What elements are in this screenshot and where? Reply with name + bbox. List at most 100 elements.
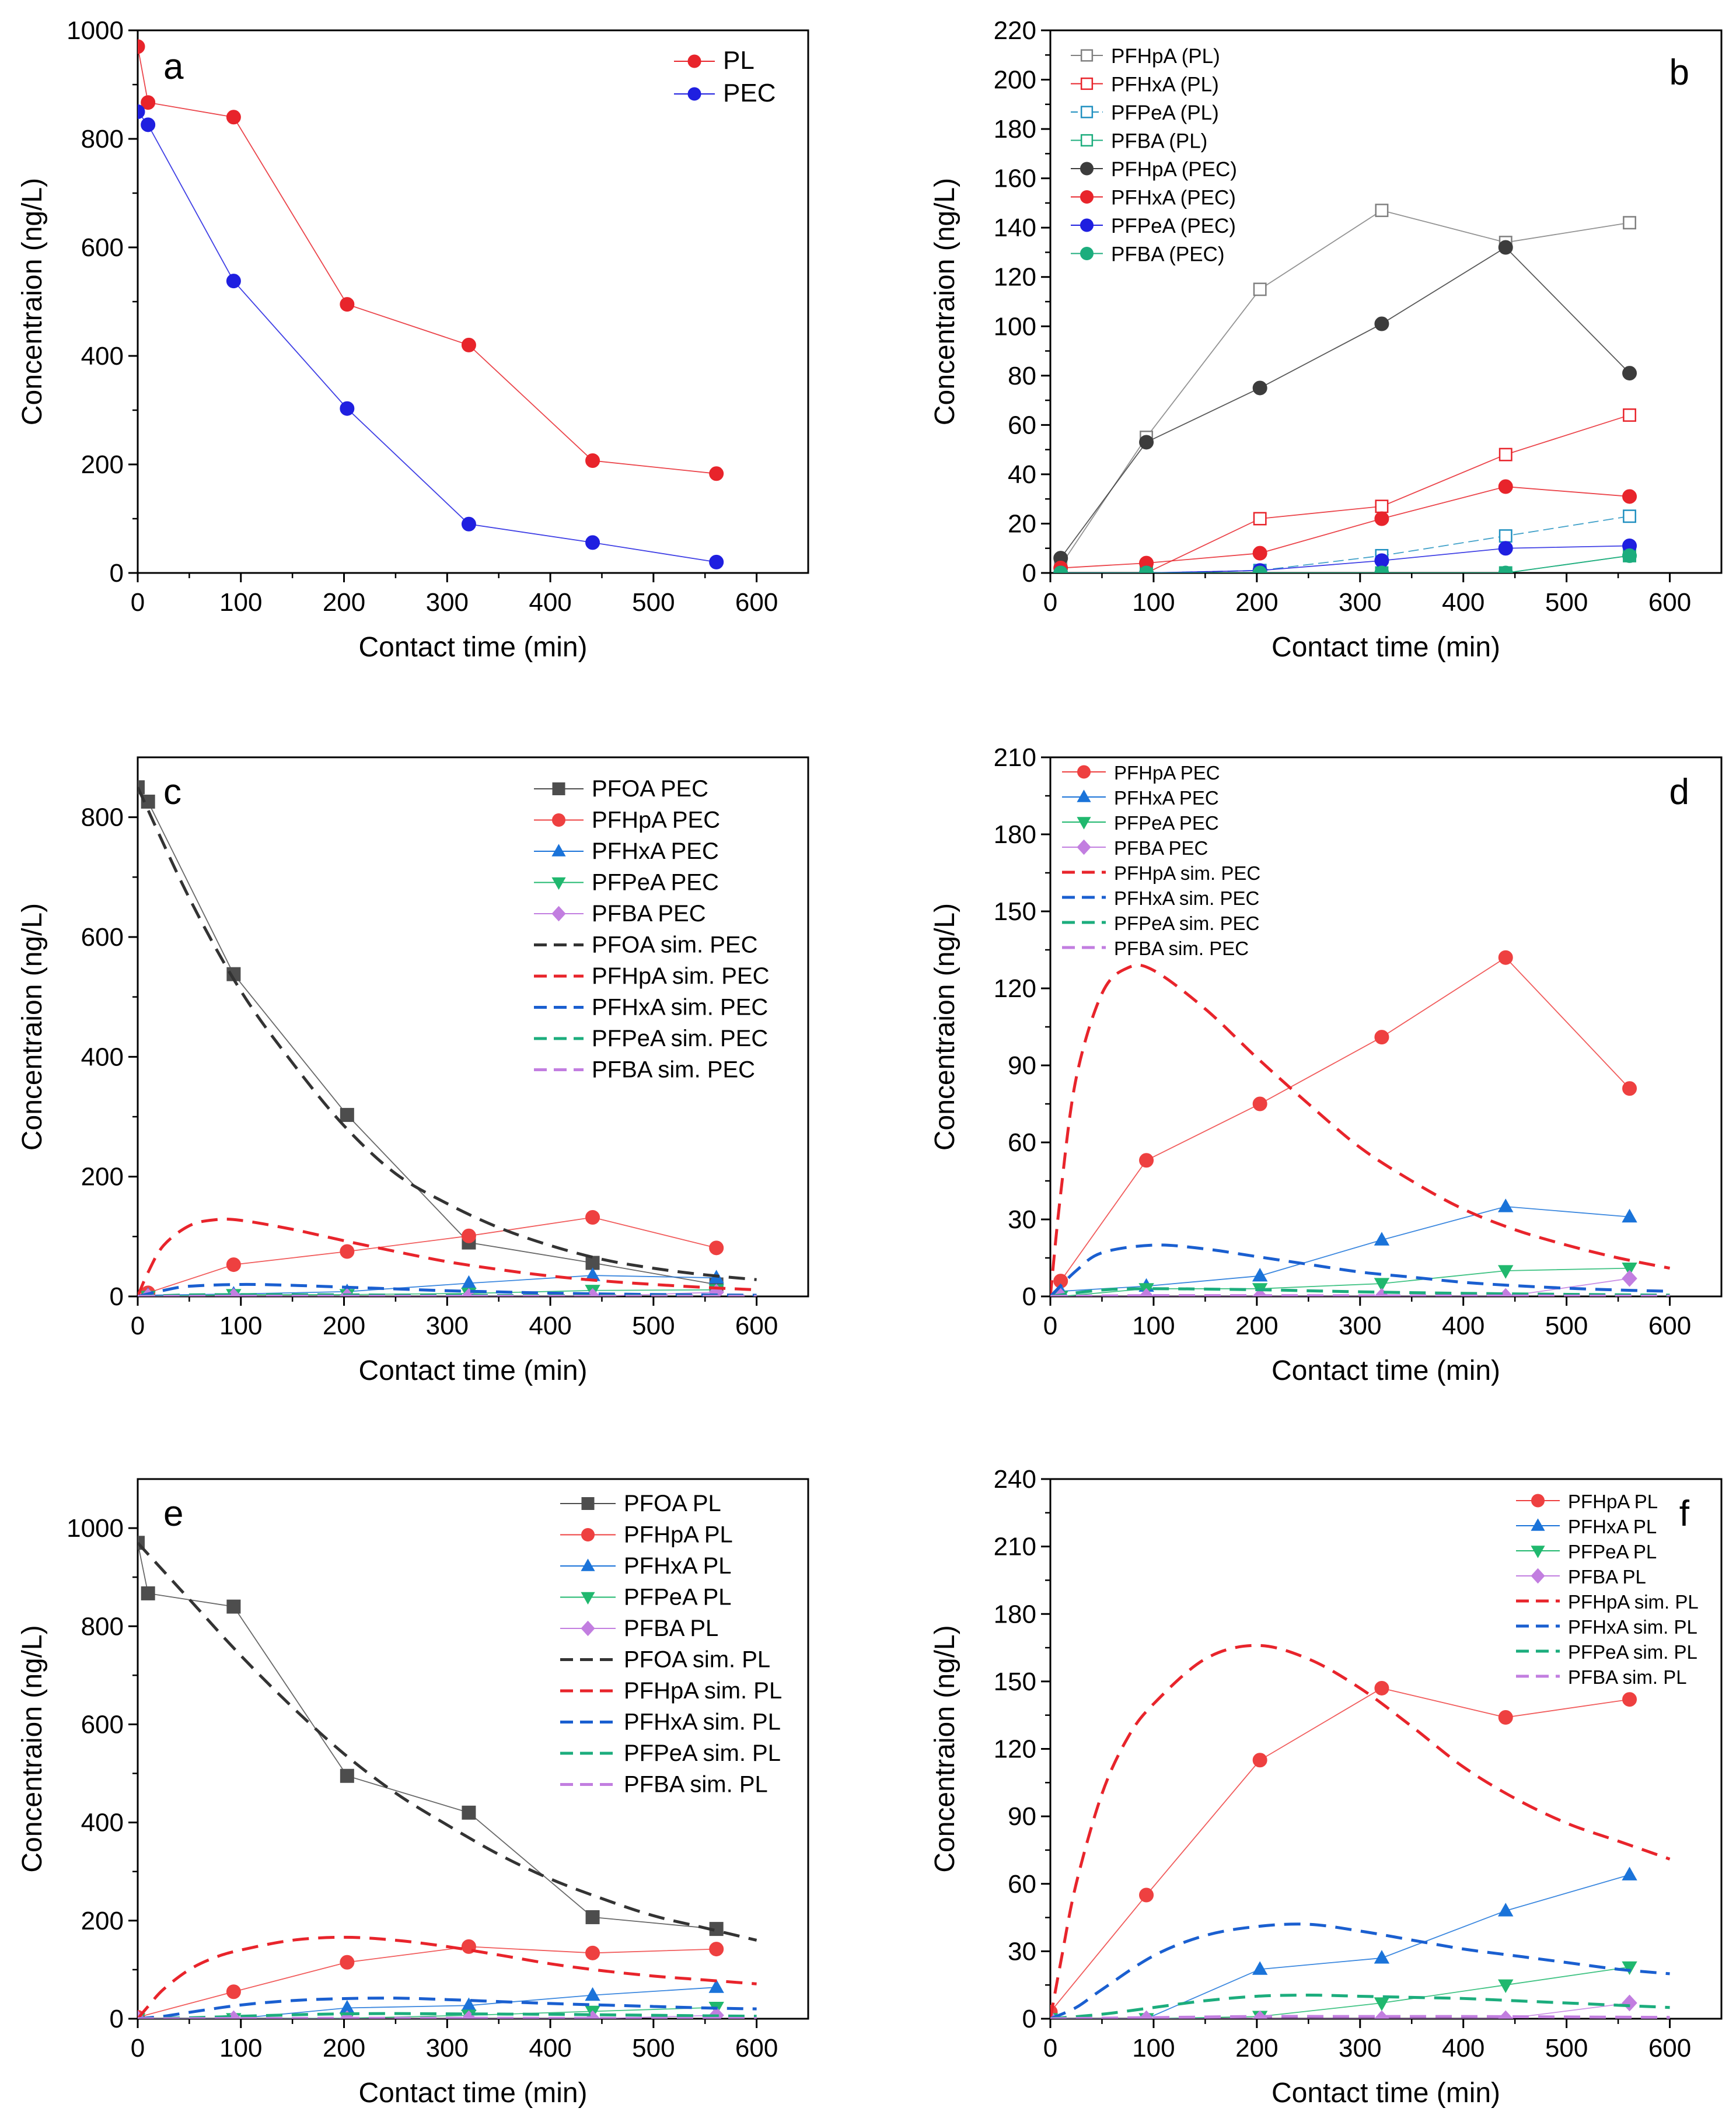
- data-point: [461, 337, 476, 352]
- series-line: [138, 1987, 717, 2019]
- data-point: [1498, 1979, 1514, 1993]
- x-axis-title: Contact time (min): [358, 1355, 587, 1386]
- legend-marker: [1077, 765, 1091, 779]
- legend-label: PFPeA sim. PL: [1568, 1641, 1697, 1663]
- x-tick-label: 100: [1132, 1312, 1175, 1340]
- legend-label: PFOA PEC: [592, 776, 708, 802]
- legend-marker: [1531, 1494, 1545, 1508]
- y-tick-label: 0: [110, 1282, 124, 1311]
- legend-marker: [581, 1528, 595, 1541]
- data-point: [1498, 1710, 1513, 1725]
- legend-label: PFPeA sim. PEC: [592, 1026, 768, 1051]
- y-tick-label: 0: [110, 2005, 124, 2033]
- y-tick-label: 0: [1022, 559, 1036, 588]
- legend-label: PFOA sim. PL: [624, 1647, 770, 1673]
- data-point: [1498, 1903, 1514, 1917]
- y-axis-title: Concentraion (ng/L): [930, 178, 960, 425]
- data-point: [1374, 565, 1389, 573]
- series-line: [1060, 486, 1630, 569]
- data-point: [1253, 512, 1267, 526]
- y-tick-label: 30: [1008, 1937, 1036, 1966]
- series-pfhxa-sim-pl: [1050, 1922, 1670, 2019]
- legend: PFOA PEC PFHpA PEC PFHxA PEC PFPeA PEC PFBA …: [534, 776, 770, 1083]
- legend-label: PFOA PL: [624, 1491, 721, 1516]
- series-pfhpa-sim-pec: [138, 1217, 757, 1296]
- y-tick-label: 0: [1022, 2005, 1036, 2033]
- data-point: [1622, 1866, 1637, 1880]
- x-tick-label: 0: [1043, 1312, 1057, 1340]
- series-pfba-sim-pl: [1050, 2015, 1670, 2019]
- x-tick-label: 300: [426, 1312, 469, 1340]
- series-group: [138, 39, 724, 569]
- series-pl: [138, 39, 724, 481]
- data-point: [340, 1107, 354, 1122]
- data-point: [1375, 499, 1389, 513]
- data-point: [141, 117, 156, 132]
- x-axis-title: Contact time (min): [358, 2078, 587, 2109]
- data-point: [1622, 489, 1637, 504]
- legend-marker: [551, 844, 566, 857]
- y-tick-label: 90: [1008, 1802, 1036, 1831]
- series-group: [1053, 204, 1637, 573]
- legend-label: PFHpA sim. PL: [624, 1678, 782, 1704]
- legend-label: PFHpA sim. PEC: [592, 963, 770, 989]
- data-point: [1252, 546, 1267, 561]
- legend-label: PFHxA PL: [624, 1553, 732, 1579]
- y-tick-label: 60: [1008, 1128, 1036, 1157]
- x-tick-label: 500: [1545, 1312, 1588, 1340]
- sim-curve: [138, 1997, 757, 2019]
- series-pfoa-sim-pec: [138, 786, 757, 1281]
- x-tick-label: 300: [426, 588, 469, 617]
- data-point: [1622, 1208, 1637, 1223]
- legend: PFHpA PL PFHxA PL PFPeA PL PFBA PL PFHpA sim…: [1516, 1491, 1699, 1688]
- data-point: [226, 1599, 241, 1614]
- data-point: [1498, 479, 1513, 494]
- legend-label: PFOA sim. PEC: [592, 932, 758, 958]
- legend-label: PFHxA sim. PL: [624, 1710, 781, 1735]
- series-pfhpa-pec-: [1053, 240, 1637, 566]
- y-tick-label: 80: [1008, 362, 1036, 390]
- series-line: [1060, 414, 1630, 573]
- panel-letter: b: [1669, 53, 1689, 93]
- sim-curve: [1050, 963, 1671, 1296]
- x-tick-label: 600: [1648, 588, 1691, 617]
- data-point: [1498, 240, 1513, 255]
- panel-d: 0 100 200 300 400 500 600 0 30 60 90 120 150 180 210 Co…: [930, 743, 1723, 1386]
- series-pfhpa-sim-pec: [1050, 963, 1671, 1296]
- data-point: [1252, 1961, 1268, 1975]
- panel-letter: a: [163, 47, 184, 87]
- legend-marker: [1080, 162, 1094, 176]
- x-tick-label: 200: [323, 588, 365, 617]
- series-group: [138, 1536, 757, 2019]
- y-tick-label: 180: [994, 115, 1036, 144]
- x-tick-label: 0: [131, 588, 145, 617]
- x-tick-label: 300: [1339, 1312, 1381, 1340]
- legend: PL PEC: [674, 46, 776, 107]
- legend-marker: [551, 906, 566, 922]
- series-group: [1050, 1644, 1671, 2019]
- x-tick-label: 200: [1235, 2034, 1278, 2062]
- data-point: [1498, 950, 1513, 965]
- legend-marker: [1077, 839, 1091, 855]
- series-pfhpa-pec: [141, 1209, 724, 1296]
- y-tick-label: 150: [994, 1667, 1036, 1696]
- legend-marker: [1077, 789, 1091, 802]
- legend-label: PFPeA PEC: [1114, 812, 1219, 834]
- y-tick-label: 200: [81, 1907, 124, 1935]
- y-tick-label: 120: [994, 1735, 1036, 1764]
- legend-label: PFHxA sim. PEC: [592, 995, 768, 1020]
- data-point: [1622, 1994, 1637, 2012]
- data-point: [461, 2010, 477, 2019]
- x-tick-label: 500: [632, 1312, 675, 1340]
- x-tick-label: 100: [219, 588, 262, 617]
- y-tick-label: 90: [1008, 1051, 1036, 1080]
- x-tick-label: 600: [735, 2034, 778, 2062]
- data-point: [708, 1979, 724, 1993]
- x-tick-label: 400: [529, 2034, 571, 2062]
- legend-marker: [1531, 1546, 1545, 1558]
- data-point: [461, 1228, 476, 1243]
- x-tick-label: 400: [1442, 2034, 1484, 2062]
- data-point: [1374, 1030, 1389, 1045]
- y-axis-title: Concentraion (ng/L): [930, 903, 960, 1151]
